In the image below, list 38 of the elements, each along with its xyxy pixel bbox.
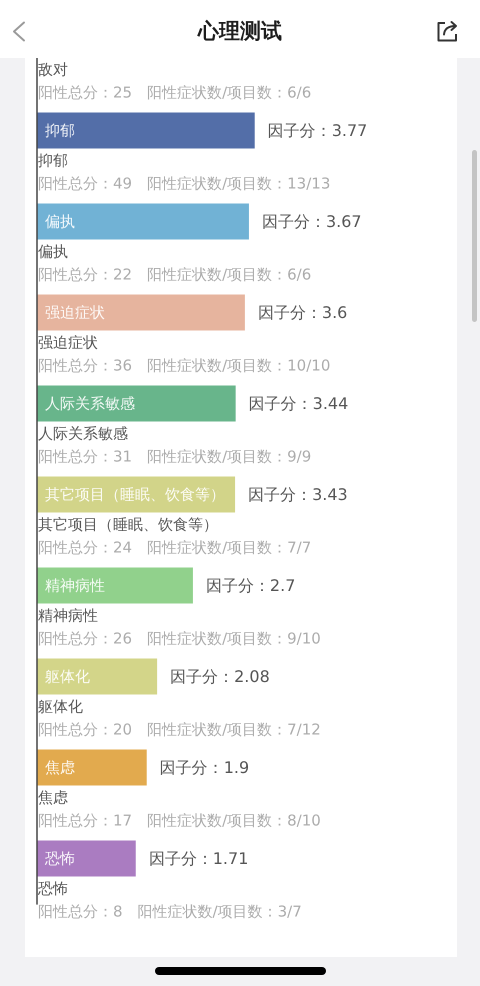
data-label: 因子分：1.9 <box>160 758 250 777</box>
data-label: 因子分：3.43 <box>248 485 348 504</box>
bar <box>37 112 255 148</box>
data-label: 因子分：1.71 <box>148 849 248 868</box>
data-label: 因子分：2.08 <box>170 667 270 686</box>
y-tick-label: 偏执 <box>38 242 68 260</box>
annotation: 阳性总分：8 阳性症状数/项目数：3/7 <box>38 902 302 920</box>
text: 心理测试 <box>196 18 283 45</box>
y-tick-label: 焦虑 <box>38 788 68 806</box>
bar <box>37 840 136 876</box>
y-tick-label: 恐怖 <box>37 880 68 898</box>
annotation: 阳性总分：49 阳性症状数/项目数：13/13 <box>38 174 330 192</box>
data-label: 因子分：3.77 <box>268 121 368 140</box>
annotation: 阳性总分：26 阳性症状数/项目数：9/10 <box>38 630 321 648</box>
data-label: 因子分：3.44 <box>248 394 348 413</box>
annotation: 阳性总分：17 阳性症状数/项目数：8/10 <box>38 812 321 830</box>
y-tick-label: 强迫症状 <box>38 334 98 352</box>
y-tick-label: 抑郁 <box>38 152 68 170</box>
annotation: 阳性总分：36 阳性症状数/项目数：10/10 <box>38 356 330 374</box>
bar <box>37 750 147 786</box>
y-tick-label: 其它项目（睡眠、饮食等） <box>38 516 218 534</box>
annotation: 阳性总分：20 阳性症状数/项目数：7/12 <box>38 720 321 738</box>
data-label: 因子分：3.6 <box>258 303 348 322</box>
bar <box>37 568 193 604</box>
y-tick-label: 精神病性 <box>38 606 98 624</box>
bar <box>37 658 158 694</box>
y-tick-label: 躯体化 <box>38 698 83 716</box>
annotation: 阳性总分：25 阳性症状数/项目数：6/6 <box>38 84 312 102</box>
bar <box>37 386 236 422</box>
data-label: 因子分：3.67 <box>262 212 362 231</box>
bar <box>37 294 245 330</box>
annotation: 阳性总分：24 阳性症状数/项目数：7/7 <box>38 538 312 556</box>
data-label: 因子分：2.7 <box>206 576 296 595</box>
annotation: 阳性总分：31 阳性症状数/项目数：9/9 <box>38 448 312 466</box>
bar <box>37 204 249 240</box>
annotation: 阳性总分：22 阳性症状数/项目数：6/6 <box>38 266 312 284</box>
y-tick-label: 人际关系敏感 <box>38 424 128 442</box>
y-tick-label: 敌对 <box>38 60 68 78</box>
